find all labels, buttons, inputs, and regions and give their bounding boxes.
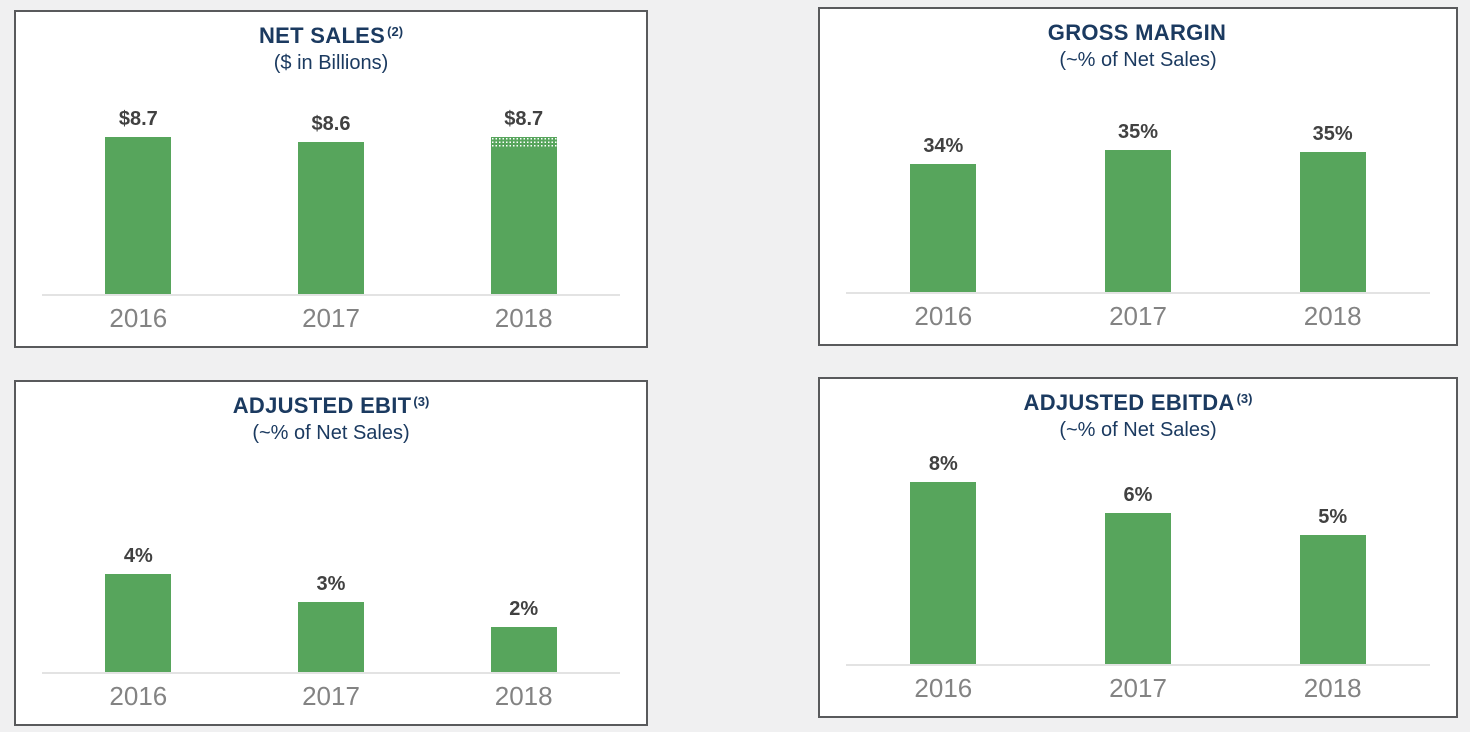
bars-row: 34% 35% 35% — [846, 69, 1430, 292]
chart-subtitle: (~% of Net Sales) — [1059, 419, 1217, 441]
bar-column: 8% — [846, 453, 1041, 664]
chart-title: ADJUSTED EBIT — [232, 393, 412, 418]
year-label: 2016 — [109, 303, 168, 333]
chart-title-line: ADJUSTED EBITDA (3) — [820, 391, 1456, 418]
plot-area: $8.7 $8.6 $8.7 — [16, 72, 646, 294]
years-row: 2016 2017 2018 — [16, 296, 646, 346]
bar-value-label: 5% — [1318, 506, 1348, 528]
x-axis-line — [846, 292, 1430, 294]
bars-row: $8.7 $8.6 $8.7 — [42, 72, 620, 294]
bar-value-label: 6% — [1123, 484, 1153, 506]
bar — [1105, 513, 1171, 664]
bars-row: 4% 3% 2% — [42, 442, 620, 672]
year-label: 2018 — [1303, 673, 1362, 703]
bar-value-label: 35% — [1117, 121, 1159, 143]
chart-title: NET SALES — [258, 23, 386, 48]
chart-subtitle: ($ in Billions) — [273, 52, 389, 74]
bar-column: 3% — [235, 573, 428, 672]
year-label: 2016 — [914, 673, 973, 703]
bar — [1299, 152, 1366, 292]
footnote-superscript: (3) — [413, 394, 430, 409]
chart-title-line: ADJUSTED EBIT (3) — [16, 394, 646, 421]
chart-panel-adjusted-ebitda: ADJUSTED EBITDA (3) (~% of Net Sales) 8% 6… — [818, 377, 1458, 718]
year-label: 2017 — [1109, 673, 1167, 703]
bar — [1105, 150, 1171, 292]
years-row: 2016 2017 2018 — [820, 294, 1456, 344]
chart-title-block: ADJUSTED EBIT (3) (~% of Net Sales) — [16, 382, 646, 445]
bar-column: $8.7 — [42, 108, 235, 294]
year-label: 2017 — [302, 681, 360, 711]
bar-column: $8.6 — [235, 113, 428, 294]
bar — [490, 627, 557, 672]
bar — [1299, 535, 1366, 664]
years-row: 2016 2017 2018 — [16, 674, 646, 724]
bar — [490, 137, 557, 294]
bar-value-label: 4% — [123, 545, 153, 567]
bar-value-label: $8.7 — [504, 108, 544, 130]
bar-value-label: $8.6 — [311, 113, 351, 135]
chart-title-block: NET SALES (2) ($ in Billions) — [16, 12, 646, 75]
chart-title-line: NET SALES (2) — [16, 24, 646, 51]
chart-panel-gross-margin: GROSS MARGIN (~% of Net Sales) 34% 35% 35%… — [818, 7, 1458, 346]
year-label: 2018 — [494, 681, 553, 711]
bar-value-label: 3% — [316, 573, 346, 595]
bar-value-label: 8% — [928, 453, 958, 475]
year-label: 2016 — [914, 301, 973, 331]
bar — [298, 602, 364, 672]
bar-column: 35% — [1235, 123, 1430, 292]
plot-area: 4% 3% 2% — [16, 442, 646, 672]
footnote-superscript: (3) — [1236, 391, 1253, 406]
year-label: 2018 — [1303, 301, 1362, 331]
x-axis-line — [42, 672, 620, 674]
bar-dotted-pattern-segment — [490, 137, 557, 147]
chart-subtitle: (~% of Net Sales) — [1059, 49, 1217, 71]
bar-column: 2% — [427, 598, 620, 672]
bars-row: 8% 6% 5% — [846, 439, 1430, 664]
year-label: 2017 — [1109, 301, 1167, 331]
bar-value-label: $8.7 — [118, 108, 158, 130]
bar — [105, 574, 172, 672]
chart-title: GROSS MARGIN — [1047, 20, 1227, 45]
chart-title-block: ADJUSTED EBITDA (3) (~% of Net Sales) — [820, 379, 1456, 442]
bar-column: $8.7 — [427, 108, 620, 294]
bar-column: 4% — [42, 545, 235, 672]
bar — [298, 142, 364, 294]
bar-value-label: 34% — [923, 135, 964, 157]
year-label: 2018 — [494, 303, 553, 333]
plot-area: 34% 35% 35% — [820, 69, 1456, 292]
chart-title-line: GROSS MARGIN — [820, 21, 1456, 48]
bar-value-label: 2% — [509, 598, 539, 620]
chart-title: ADJUSTED EBITDA — [1023, 390, 1235, 415]
bar — [910, 164, 977, 292]
bar-column: 34% — [846, 135, 1041, 292]
x-axis-line — [846, 664, 1430, 666]
footnote-superscript: (2) — [387, 24, 404, 39]
chart-title-block: GROSS MARGIN (~% of Net Sales) — [820, 9, 1456, 72]
bar — [910, 482, 977, 664]
chart-panel-net-sales: NET SALES (2) ($ in Billions) $8.7 $8.6 $8.… — [14, 10, 648, 348]
chart-subtitle: (~% of Net Sales) — [252, 422, 410, 444]
bar-column: 35% — [1041, 121, 1236, 292]
chart-panel-adjusted-ebit: ADJUSTED EBIT (3) (~% of Net Sales) 4% 3% 2… — [14, 380, 648, 726]
years-row: 2016 2017 2018 — [820, 666, 1456, 716]
bar-value-label: 35% — [1312, 123, 1353, 145]
bar-column: 5% — [1235, 506, 1430, 664]
bar — [105, 137, 172, 294]
x-axis-line — [42, 294, 620, 296]
bar-column: 6% — [1041, 484, 1236, 664]
year-label: 2016 — [109, 681, 168, 711]
plot-area: 8% 6% 5% — [820, 439, 1456, 664]
year-label: 2017 — [302, 303, 360, 333]
